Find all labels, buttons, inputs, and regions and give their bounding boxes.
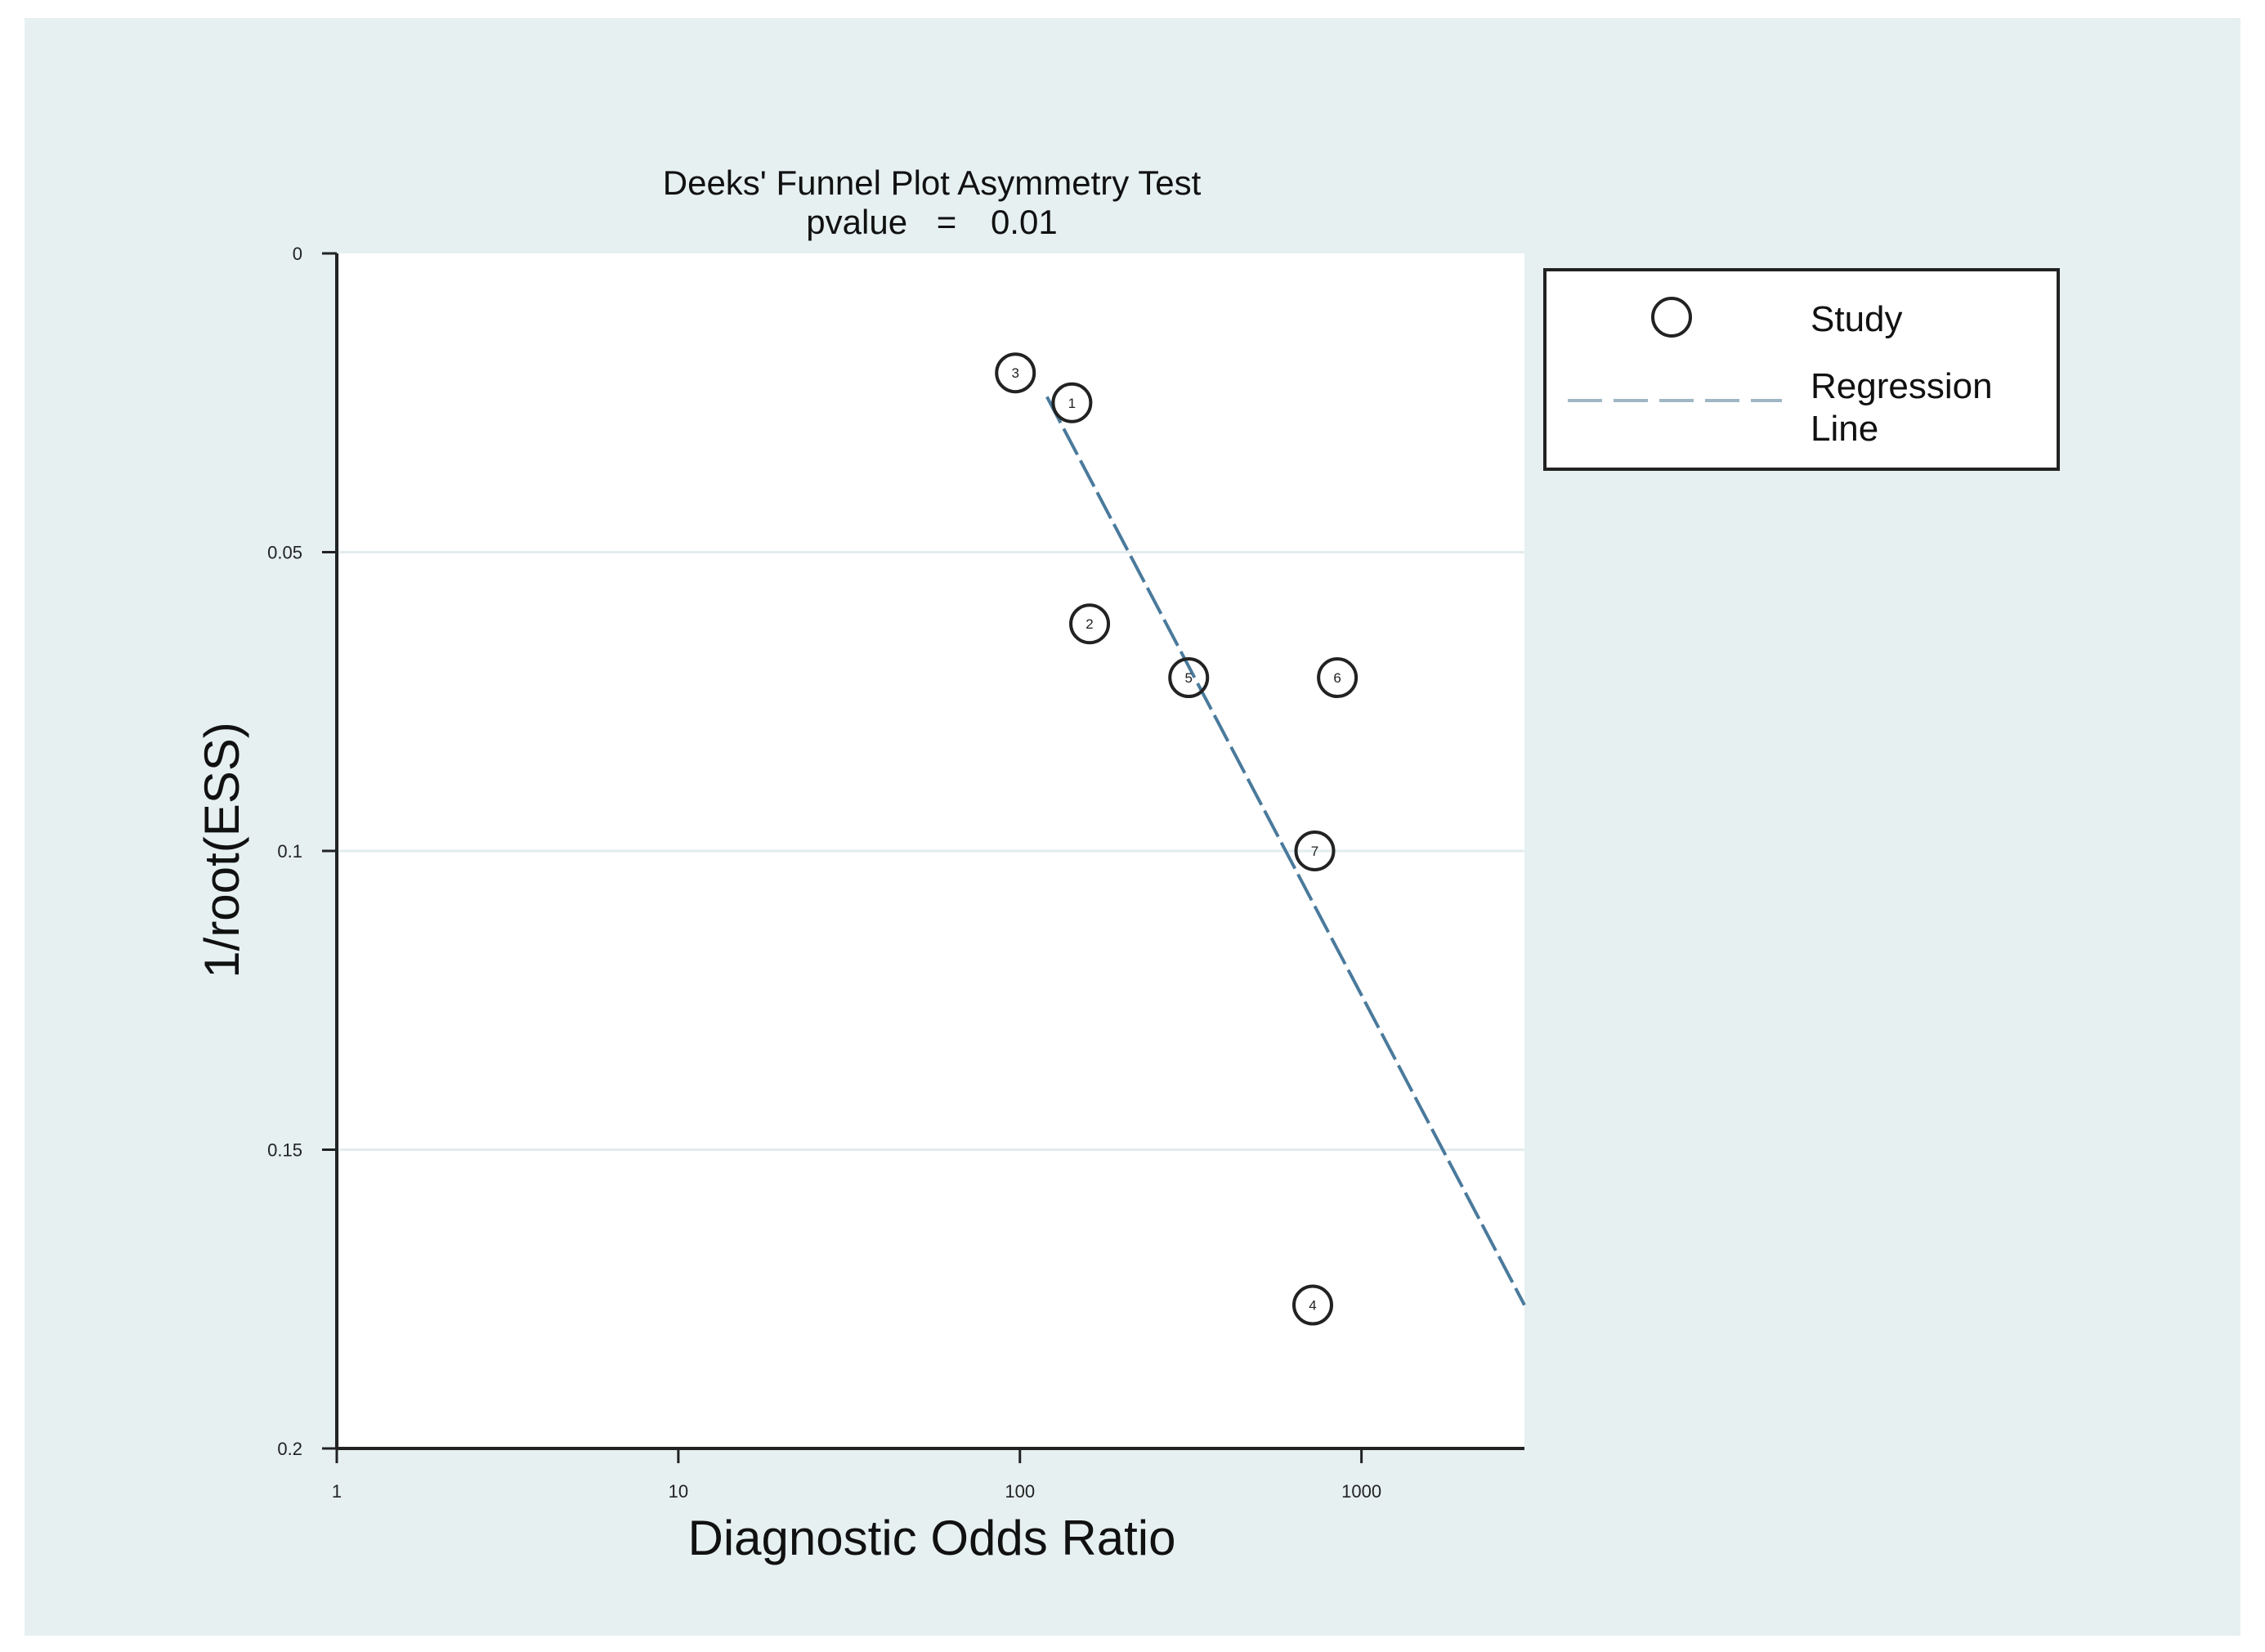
y-tick-label: 0.05 [267,543,302,563]
chart-title: Deeks' Funnel Plot Asymmetry Test [663,163,1202,202]
regression-line [1045,396,1526,1306]
subtitle-label: pvalue [806,203,907,241]
y-tick-label: 0.2 [277,1439,302,1459]
subtitle-equals: = [937,203,957,241]
legend-regression-label: Regression [1811,366,1993,406]
subtitle-value: 0.01 [991,203,1058,241]
axis-ticks: 0 0.05 0.1 0.15 0.2 1 10 100 1000 [267,244,1381,1502]
study-point-1 [1051,382,1093,423]
study-point-6 [1317,657,1359,699]
study-point-label: 2 [1085,616,1093,632]
study-point-label: 7 [1311,844,1318,859]
study-point-4 [1292,1284,1334,1326]
study-point-5 [1168,657,1210,699]
y-tick-label: 0 [293,244,302,264]
study-point-label: 6 [1333,670,1341,686]
study-point-7 [1294,830,1336,871]
legend-box [1543,268,2060,471]
legend-study-marker-icon [1651,297,1692,338]
chart-subtitle: pvalue = 0.01 [806,203,1057,241]
gridlines [337,551,1524,1151]
study-point-label: 5 [1185,670,1193,686]
legend: Study Regression Line [1543,268,2060,471]
study-point-label: 1 [1068,396,1076,411]
y-axis-label: 1/root(ESS) [195,722,249,978]
legend-study-label: Study [1811,299,1903,339]
legend-regression-label-line2: Line [1811,409,1878,449]
study-points: 3 1 2 5 6 7 4 [995,352,1359,1326]
x-tick-label: 100 [1005,1481,1035,1502]
x-axis-label: Diagnostic Odds Ratio [688,1511,1176,1565]
x-tick-label: 1 [332,1481,342,1502]
study-point-2 [1069,603,1111,645]
x-tick-label: 10 [669,1481,688,1502]
y-tick-label: 0.1 [277,841,302,862]
y-tick-label: 0.15 [267,1140,302,1161]
study-point-3 [995,352,1036,394]
study-point-label: 4 [1309,1298,1316,1314]
study-point-label: 3 [1011,365,1018,381]
x-tick-label: 1000 [1341,1481,1381,1502]
